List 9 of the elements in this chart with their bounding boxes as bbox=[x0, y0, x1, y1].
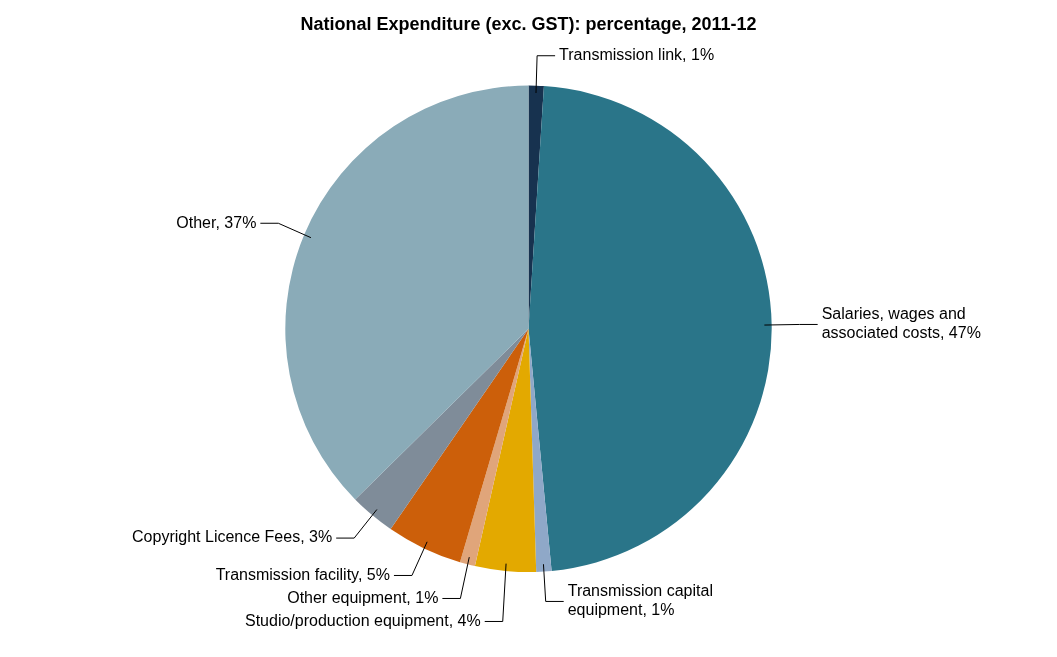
slice-label: Other equipment, 1% bbox=[287, 588, 439, 606]
slice-label: Studio/production equipment, 4% bbox=[245, 611, 481, 629]
slice-label: Transmission link, 1% bbox=[559, 46, 715, 64]
slice-label: Copyright Licence Fees, 3% bbox=[132, 528, 333, 546]
slice-label: Transmission facility, 5% bbox=[215, 565, 390, 583]
slice-label: Salaries, wages and associated costs, 47% bbox=[821, 305, 981, 342]
chart-title: National Expenditure (exc. GST): percentage, 2011-12 bbox=[300, 13, 757, 34]
slice-label: Transmission capital equipment, 1% bbox=[567, 582, 713, 619]
slice-label: Other, 37% bbox=[176, 213, 257, 231]
